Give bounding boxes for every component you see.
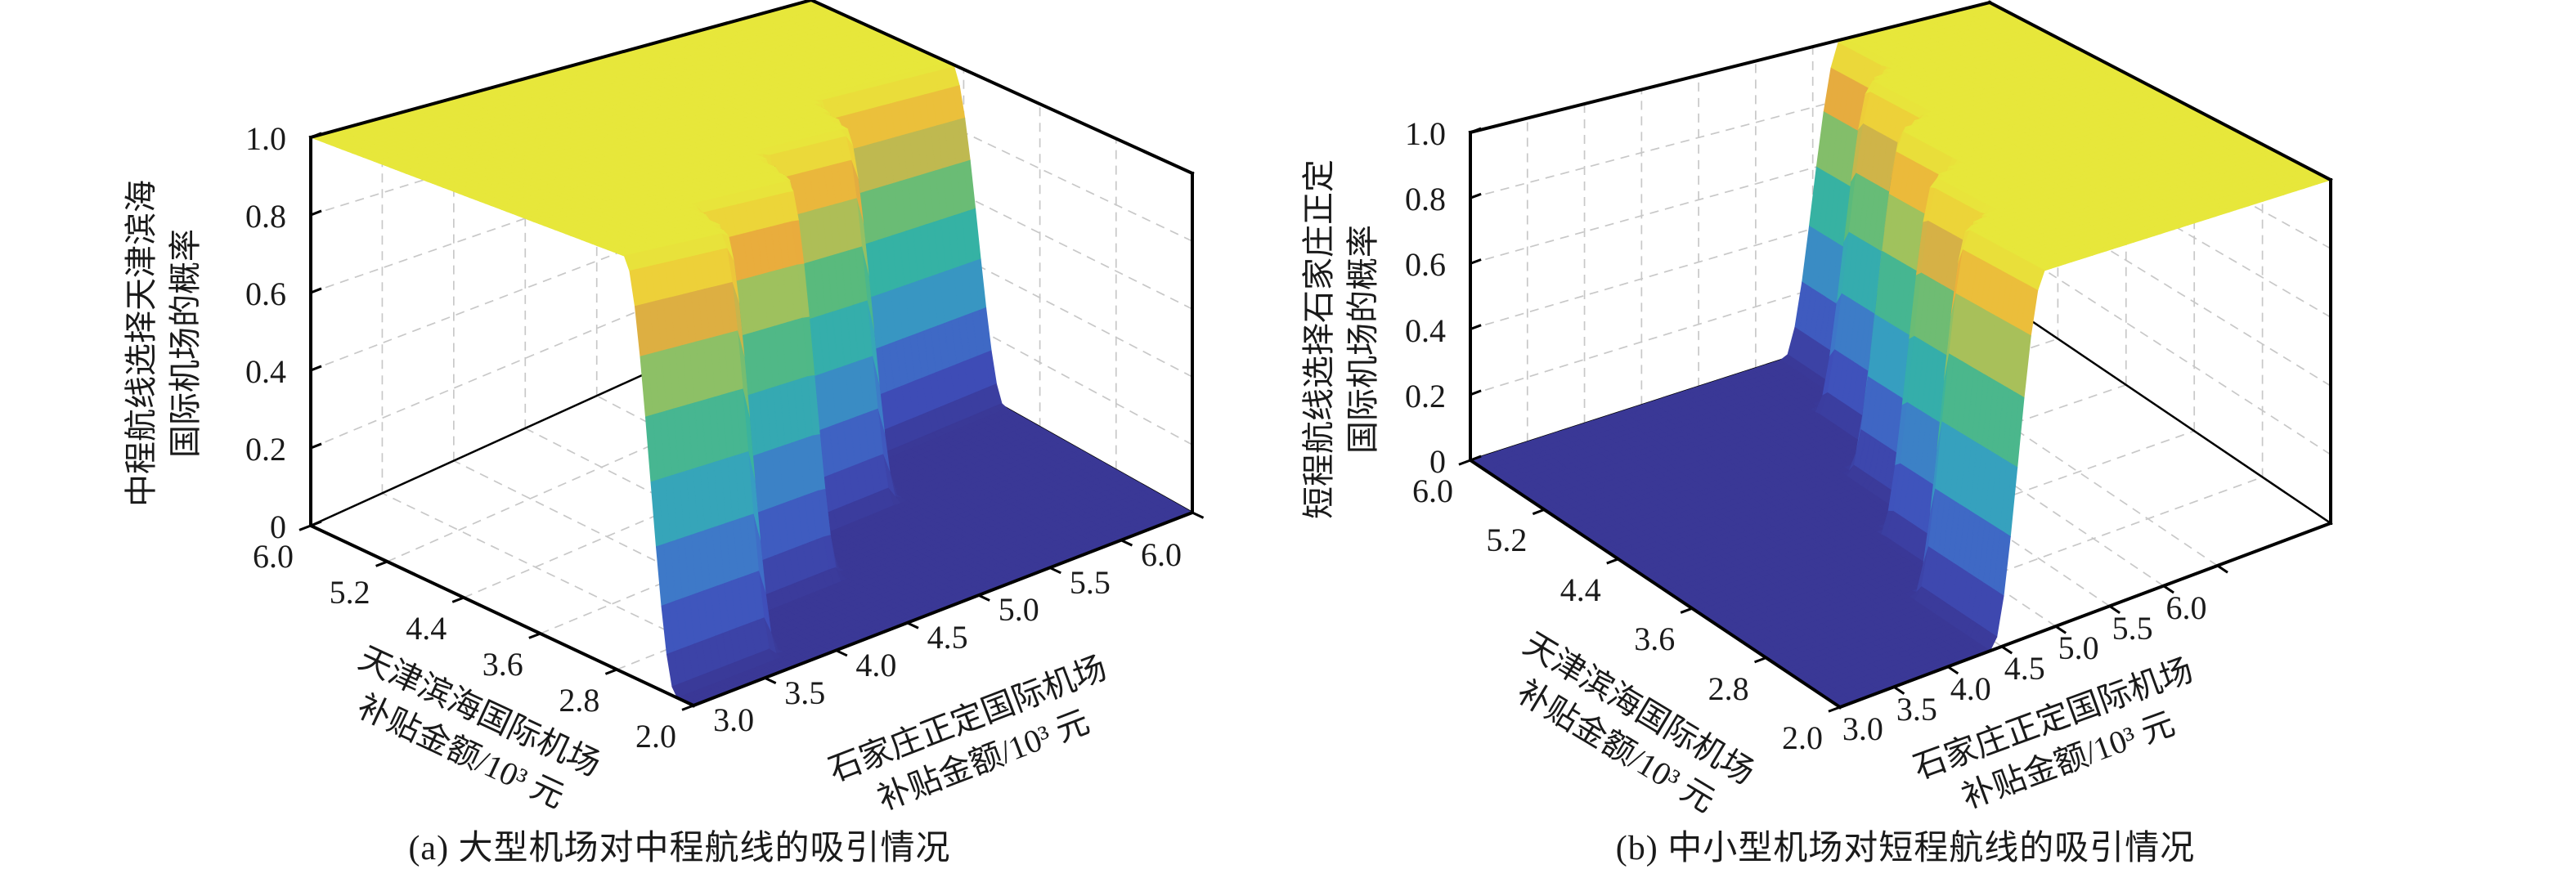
caption-a: (a) 大型机场对中程航线的吸引情况 (408, 830, 951, 867)
x-tick-label-b-4: 5.0 (2058, 629, 2099, 667)
z-tick-label-a-1: 0.2 (245, 431, 286, 468)
x-tick-label-a-1: 3.5 (784, 674, 826, 711)
x-tick-label-a-6: 6.0 (1141, 536, 1182, 573)
y-tick-label-b-3: 3.6 (1634, 620, 1676, 658)
plot-a-axes (308, 0, 1195, 708)
z-tick-label-b-1: 0.2 (1405, 377, 1446, 414)
z-tick-label-b-2: 0.4 (1405, 311, 1446, 349)
x-tick-label-b-5: 5.5 (2112, 609, 2153, 647)
z-tick-label-a-2: 0.4 (245, 353, 286, 390)
x-tick-label-b-0: 3.0 (1842, 710, 1883, 748)
y-tick-label-b-0: 6.0 (1412, 473, 1453, 509)
x-tick-label-b-1: 3.5 (1896, 690, 1937, 728)
caption-b: (b) 中小型机场对短程航线的吸引情况 (1615, 830, 2196, 867)
x-tick-label-a-3: 4.5 (927, 619, 968, 656)
x-tick-label-a-4: 5.0 (998, 591, 1039, 629)
z-axis-title-a-line2: 国际机场的概率 (167, 229, 204, 458)
z-tick-label-b-4: 0.8 (1405, 181, 1446, 218)
y-tick-label-a-1: 5.2 (329, 574, 370, 611)
x-tick-label-b-6: 6.0 (2165, 589, 2207, 626)
plot-a-group (298, 0, 1205, 711)
plot-b-group (1458, 0, 2333, 713)
y-tick-label-b-1: 5.2 (1486, 522, 1528, 559)
plot-b-axes (1468, 0, 2333, 710)
y-tick-label-b-4: 2.8 (1708, 670, 1749, 707)
z-axis-title-b: 短程航线选择石家庄正定 国际机场的概率 (1297, 159, 1385, 519)
x-tick-label-a-5: 5.5 (1069, 563, 1111, 601)
y-tick-label-a-5: 2.0 (635, 718, 676, 755)
z-tick-label-b-3: 0.6 (1405, 246, 1446, 284)
x-tick-label-a-2: 4.0 (855, 646, 897, 683)
plot-a-surface (309, 0, 1194, 706)
x-tick-label-b-2: 4.0 (1950, 670, 1991, 707)
z-tick-label-b-0: 0 (1429, 443, 1446, 480)
y-tick-label-a-4: 2.8 (559, 682, 600, 719)
z-tick-label-a-5: 1.0 (245, 120, 286, 157)
z-axis-title-a: 中程航线选择天津滨海 国际机场的概率 (119, 180, 208, 507)
y-tick-label-a-2: 4.4 (406, 610, 447, 647)
z-tick-label-a-4: 0.8 (245, 198, 286, 235)
y-tick-label-a-0: 6.0 (253, 538, 294, 575)
z-tick-label-a-0: 0 (270, 508, 286, 545)
x-tick-label-b-3: 4.5 (2004, 650, 2045, 688)
z-tick-label-b-5: 1.0 (1405, 115, 1446, 152)
plot-a-ticks (298, 132, 1205, 711)
y-tick-label-b-2: 4.4 (1560, 571, 1601, 608)
plot-b-ticks (1458, 127, 2228, 713)
y-tick-label-a-3: 3.6 (482, 646, 523, 683)
y-tick-label-b-5: 2.0 (1782, 719, 1823, 756)
z-tick-label-a-3: 0.6 (245, 275, 286, 312)
x-tick-label-a-0: 3.0 (713, 701, 755, 739)
z-axis-title-a-line1: 中程航线选择天津滨海 (123, 180, 159, 507)
z-axis-title-b-line1: 短程航线选择石家庄正定 (1300, 159, 1337, 519)
z-axis-title-b-line2: 国际机场的概率 (1344, 225, 1381, 454)
